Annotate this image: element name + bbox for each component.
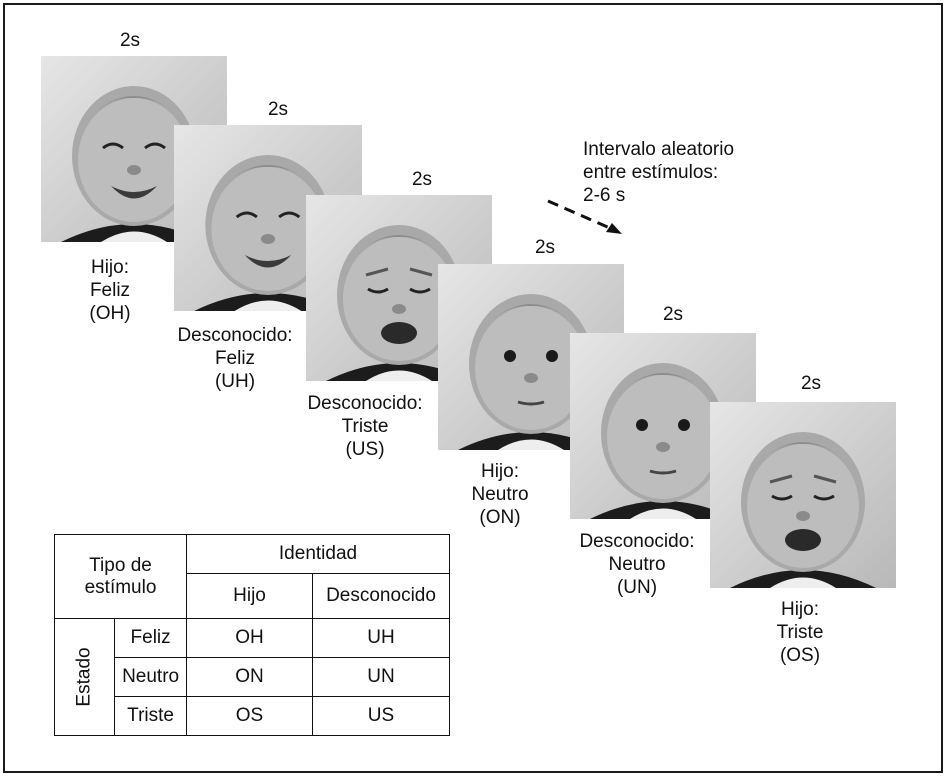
caption-code: (OS) <box>779 645 821 666</box>
caption-identity: Desconocido: <box>307 393 423 414</box>
stimulus-caption-3: Desconocido: Triste (US) <box>290 392 440 461</box>
legend-cell: ON <box>186 657 313 697</box>
interval-line-1: Intervalo aleatorio <box>583 139 735 160</box>
figure-frame <box>3 3 943 773</box>
legend-row-group-label: Estado <box>73 647 95 707</box>
caption-code: (US) <box>345 439 385 460</box>
legend-row-group-state: Estado <box>53 618 116 736</box>
stimulus-caption-1: Hijo: Feliz (OH) <box>60 256 160 325</box>
duration-label-3: 2s <box>411 169 433 190</box>
legend-cell: US <box>312 696 450 736</box>
legend-cell: OH <box>186 618 313 658</box>
caption-identity: Desconocido: <box>177 325 293 346</box>
interval-note: Intervalo aleatorio entre estímulos: 2-6… <box>583 138 734 207</box>
stimulus-caption-5: Desconocido: Neutro (UN) <box>562 530 712 599</box>
duration-label-5: 2s <box>662 304 684 325</box>
interval-arrow-icon <box>547 199 622 234</box>
duration-label-4: 2s <box>534 237 556 258</box>
caption-identity: Desconocido: <box>579 531 695 552</box>
legend-cell: UH <box>312 618 450 658</box>
legend-header-stimulus-type: Tipo de estímulo <box>54 534 187 619</box>
caption-state: Neutro <box>608 554 666 575</box>
legend-header-identity: Identidad <box>186 534 450 574</box>
stimulus-caption-2: Desconocido: Feliz (UH) <box>160 324 310 393</box>
stimulus-caption-6: Hijo: Triste (OS) <box>750 598 850 667</box>
baby-photo-4 <box>438 264 624 450</box>
legend-col-unknown: Desconocido <box>312 573 450 619</box>
caption-state: Triste <box>776 622 824 643</box>
legend-row-state: Feliz <box>114 618 187 658</box>
caption-identity: Hijo: <box>480 461 519 482</box>
legend-row-state: Triste <box>114 696 187 736</box>
caption-code: (UN) <box>616 577 658 598</box>
caption-identity: Hijo: <box>780 599 819 620</box>
caption-code: (OH) <box>89 303 131 324</box>
legend-cell: UN <box>312 657 450 697</box>
baby-photo-5 <box>570 333 756 519</box>
caption-identity: Hijo: <box>90 257 129 278</box>
legend-cell: OS <box>186 696 313 736</box>
legend-row-state: Neutro <box>114 657 187 697</box>
caption-code: (UH) <box>214 371 256 392</box>
legend-header-line-1: Tipo de <box>89 554 152 576</box>
caption-state: Feliz <box>89 280 131 301</box>
caption-code: (ON) <box>479 507 521 528</box>
legend-col-own: Hijo <box>186 573 313 619</box>
interval-line-3: 2-6 s <box>583 185 626 206</box>
baby-photo-1 <box>41 56 227 242</box>
stimulus-legend-table: Tipo de estímulo Identidad Hijo Desconoc… <box>53 534 450 736</box>
duration-label-6: 2s <box>800 373 822 394</box>
baby-photo-6 <box>710 402 896 588</box>
legend-header-line-2: estímulo <box>84 576 157 598</box>
duration-label-1: 2s <box>119 30 141 51</box>
stimulus-caption-4: Hijo: Neutro (ON) <box>450 460 550 529</box>
caption-state: Feliz <box>214 348 256 369</box>
duration-label-2: 2s <box>267 99 289 120</box>
caption-state: Triste <box>341 416 389 437</box>
caption-state: Neutro <box>471 484 529 505</box>
interval-line-2: entre estímulos: <box>583 162 719 183</box>
